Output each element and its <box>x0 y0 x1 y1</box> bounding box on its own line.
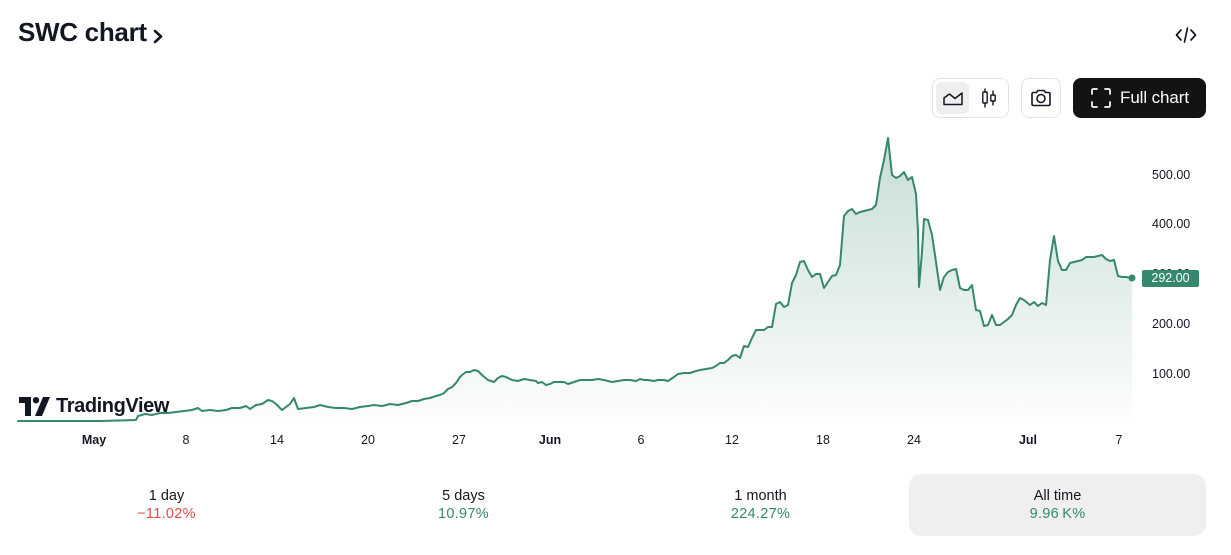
x-tick-jun-12: 12 <box>725 433 739 447</box>
period-change: 9.96 K% <box>1029 506 1086 522</box>
x-tick-jun: Jun <box>538 433 562 447</box>
period-1-day[interactable]: 1 day −11.02% <box>18 474 315 536</box>
period-all-time[interactable]: All time 9.96 K% <box>909 474 1206 536</box>
last-price-dot <box>1128 274 1136 282</box>
period-label: 1 month <box>734 488 787 504</box>
period-label: 1 day <box>148 488 185 504</box>
chevron-right-icon <box>153 29 163 43</box>
x-tick-jul: Jul <box>1018 433 1038 447</box>
period-change: 224.27% <box>730 506 791 522</box>
area-series-plot <box>17 137 1136 423</box>
fullscreen-icon <box>1091 88 1111 108</box>
x-tick-may-14: 14 <box>270 433 284 447</box>
x-tick-may-20: 20 <box>361 433 375 447</box>
y-tick-100: 100.00 <box>1152 367 1191 381</box>
candles-style-button[interactable] <box>972 82 1005 114</box>
area-style-button[interactable] <box>936 82 969 114</box>
y-tick-200: 200.00 <box>1152 317 1191 331</box>
last-price-badge: 292.00 <box>1142 270 1199 287</box>
full-chart-label: Full chart <box>1120 88 1189 107</box>
x-tick-may-8: 8 <box>182 433 190 447</box>
x-tick-jun-6: 6 <box>637 433 645 447</box>
chart-title-link[interactable]: SWC chart <box>18 17 165 48</box>
period-performance-tabs: 1 day −11.02% 5 days 10.97% 1 month 224.… <box>18 474 1206 536</box>
period-1-month[interactable]: 1 month 224.27% <box>612 474 909 536</box>
period-5-days[interactable]: 5 days 10.97% <box>315 474 612 536</box>
x-tick-jun-24: 24 <box>907 433 921 447</box>
tradingview-logo-icon <box>19 397 50 416</box>
area-chart-icon <box>942 92 963 106</box>
y-tick-400: 400.00 <box>1152 217 1191 231</box>
camera-icon <box>1031 89 1051 107</box>
full-chart-button[interactable]: Full chart <box>1073 78 1206 118</box>
candlestick-icon <box>981 88 996 108</box>
embed-code-button[interactable] <box>1172 22 1200 48</box>
price-chart[interactable]: 500.00 400.00 300.00 200.00 100.00 292.0… <box>0 125 1231 455</box>
x-tick-jul-7: 7 <box>1115 433 1123 447</box>
period-label: All time <box>1033 488 1082 504</box>
chart-title: SWC chart <box>18 17 147 47</box>
tradingview-logo-link[interactable]: TradingView <box>19 395 169 418</box>
period-label: 5 days <box>442 488 485 504</box>
x-tick-may-27: 27 <box>452 433 466 447</box>
y-tick-500: 500.00 <box>1152 168 1191 182</box>
snapshot-button[interactable] <box>1021 78 1061 118</box>
code-embed-icon <box>1175 27 1197 43</box>
tradingview-wordmark: TradingView <box>56 395 170 417</box>
chart-style-toggle <box>932 78 1009 118</box>
x-tick-jun-18: 18 <box>816 433 830 447</box>
x-tick-may: May <box>81 433 107 447</box>
period-change: −11.02% <box>137 506 196 522</box>
period-change: 10.97% <box>438 506 489 522</box>
